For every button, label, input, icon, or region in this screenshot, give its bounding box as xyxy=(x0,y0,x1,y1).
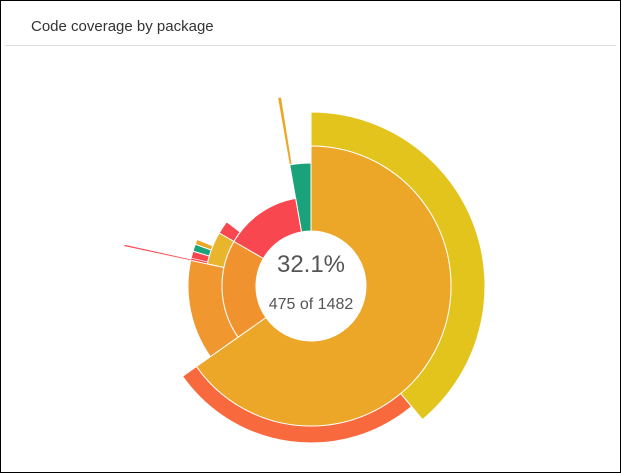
sunburst-segment xyxy=(195,145,452,427)
sunburst-segment xyxy=(233,197,303,260)
sunburst-segment xyxy=(277,97,292,166)
card-title: Code coverage by package xyxy=(31,18,214,35)
card-header: Code coverage by package xyxy=(5,1,616,46)
center-value: 32.1% xyxy=(277,251,345,278)
sunburst-segment xyxy=(124,244,192,261)
center-count: 475 of 1482 xyxy=(269,296,354,313)
sunburst-segment xyxy=(221,240,267,338)
